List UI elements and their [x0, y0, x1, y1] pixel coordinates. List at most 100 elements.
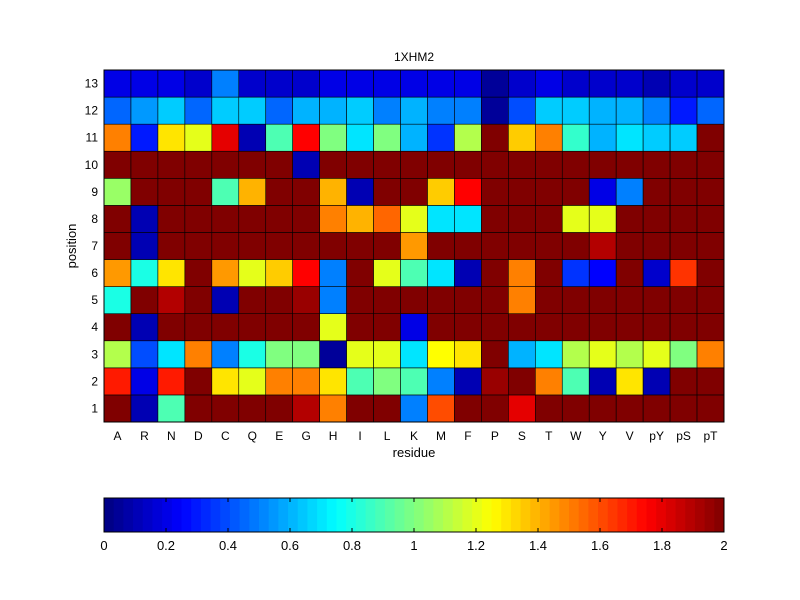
heatmap-cell — [130, 123, 159, 152]
heatmap-cell — [157, 367, 186, 396]
heatmap-cell — [238, 394, 267, 423]
heatmap-cell — [373, 123, 401, 152]
heatmap-cell — [696, 286, 725, 314]
x-tick-label: P — [491, 429, 499, 443]
heatmap-cell — [481, 259, 509, 287]
colorbar-swatch — [355, 498, 367, 532]
heatmap-cell — [534, 205, 563, 233]
heatmap-cells — [103, 69, 725, 423]
heatmap-cell — [454, 123, 482, 152]
heatmap-cell — [346, 96, 374, 125]
heatmap-cell — [642, 259, 671, 287]
heatmap-cell — [130, 286, 159, 314]
heatmap-cell — [588, 313, 617, 342]
heatmap-cell — [184, 394, 213, 423]
heatmap-cell — [588, 123, 617, 152]
heatmap-cell — [669, 150, 698, 179]
heatmap-cell — [508, 205, 536, 233]
colorbar-swatch — [472, 498, 483, 532]
colorbar-swatch — [452, 498, 463, 532]
heatmap-cell — [669, 123, 698, 152]
heatmap-cell — [319, 367, 347, 396]
heatmap-cell — [642, 232, 671, 260]
heatmap-cell — [615, 178, 644, 206]
heatmap-cell — [373, 286, 401, 314]
heatmap-cell — [292, 123, 320, 152]
y-tick-label: 6 — [91, 266, 98, 280]
heatmap-cell — [238, 150, 267, 179]
heatmap-cell — [454, 286, 482, 314]
heatmap-cell — [346, 232, 374, 260]
heatmap-cell — [157, 394, 186, 423]
heatmap-cell — [238, 178, 267, 206]
heatmap-cell — [561, 394, 590, 423]
heatmap-cell — [184, 69, 213, 98]
heatmap-cell — [481, 340, 509, 369]
heatmap-cell — [481, 205, 509, 233]
heatmap-cell — [561, 178, 590, 206]
heatmap-cell — [319, 259, 347, 287]
heatmap-cell — [669, 205, 698, 233]
heatmap-cell — [642, 205, 671, 233]
heatmap-cell — [211, 340, 240, 369]
heatmap-cell — [292, 340, 320, 369]
heatmap-cell — [561, 205, 590, 233]
heatmap-cell — [292, 205, 320, 233]
colorbar-swatch — [259, 498, 270, 532]
heatmap-cell — [292, 69, 320, 98]
heatmap-cell — [211, 178, 240, 206]
heatmap-cell — [157, 313, 186, 342]
heatmap-cell — [184, 367, 213, 396]
x-tick-label: S — [518, 429, 526, 443]
heatmap-cell — [534, 69, 563, 98]
heatmap-cell — [534, 150, 563, 179]
heatmap-cell — [103, 367, 132, 396]
heatmap-cell — [346, 286, 374, 314]
heatmap-cell — [454, 394, 482, 423]
x-tick-label: L — [384, 429, 391, 443]
heatmap-cell — [696, 313, 725, 342]
heatmap-cell — [184, 259, 213, 287]
heatmap-cell — [211, 96, 240, 125]
x-tick-label: T — [545, 429, 553, 443]
heatmap-cell — [696, 150, 725, 179]
colorbar-swatch — [520, 498, 531, 532]
heatmap-cell — [103, 96, 132, 125]
heatmap-cell — [400, 96, 428, 125]
heatmap-cell — [346, 150, 374, 179]
heatmap-cell — [588, 150, 617, 179]
heatmap-cell — [292, 150, 320, 179]
heatmap-cell — [615, 340, 644, 369]
colorbar-swatch — [162, 498, 173, 532]
heatmap-cell — [534, 232, 563, 260]
heatmap-cell — [373, 367, 401, 396]
heatmap-cell — [319, 123, 347, 152]
heatmap-cell — [319, 313, 347, 342]
heatmap-cell — [669, 178, 698, 206]
heatmap-cell — [265, 178, 293, 206]
colorbar-swatch — [104, 498, 115, 532]
heatmap-cell — [130, 259, 159, 287]
heatmap-cell — [373, 178, 401, 206]
heatmap-cell — [157, 123, 186, 152]
heatmap-cell — [588, 96, 617, 125]
x-tick-label: H — [329, 429, 338, 443]
heatmap-cell — [696, 123, 725, 152]
heatmap-cell — [642, 340, 671, 369]
colorbar-tick-label: 1.8 — [653, 538, 671, 553]
heatmap-cell — [642, 286, 671, 314]
heatmap-cell — [265, 259, 293, 287]
heatmap-cell — [427, 340, 455, 369]
heatmap-cell — [534, 394, 563, 423]
colorbar-swatch — [133, 498, 144, 532]
heatmap-cell — [642, 123, 671, 152]
heatmap-cell — [642, 313, 671, 342]
heatmap-cell — [130, 205, 159, 233]
heatmap-cell — [696, 178, 725, 206]
heatmap-cell — [103, 313, 132, 342]
heatmap-cell — [642, 96, 671, 125]
heatmap-cell — [346, 123, 374, 152]
heatmap-cell — [588, 367, 617, 396]
heatmap-cell — [508, 178, 536, 206]
